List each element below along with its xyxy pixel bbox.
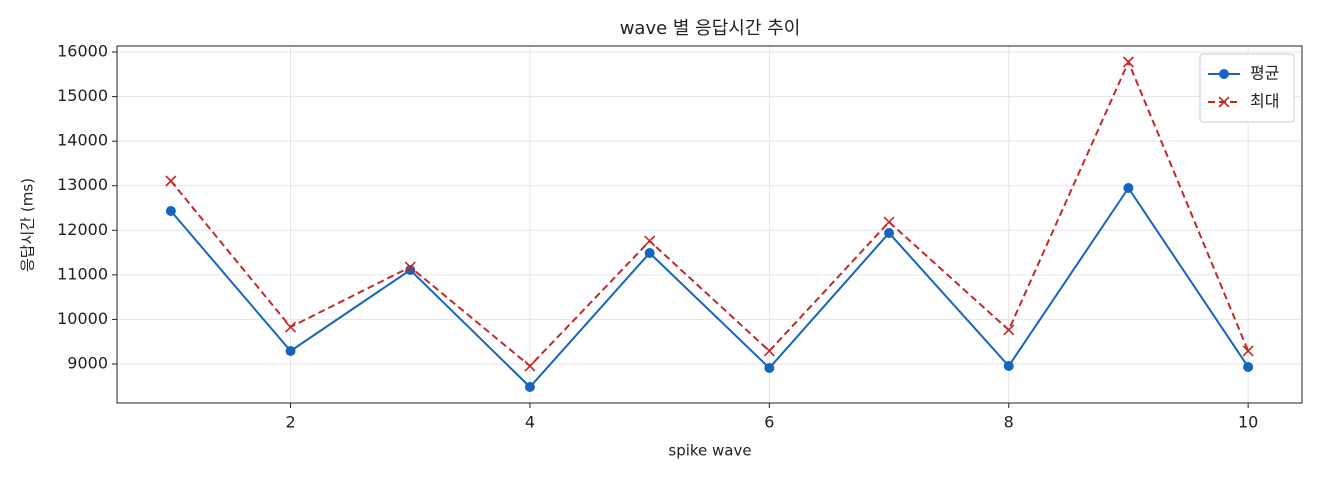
marker [1003,361,1014,372]
marker [1218,96,1230,108]
y-tick-label: 13000 [57,175,108,194]
marker [284,321,297,333]
marker [764,363,775,374]
marker-stroke [1003,324,1015,336]
marker [644,235,656,247]
marker [883,216,895,228]
marker [884,228,895,239]
marker-stroke [763,345,775,357]
marker-stroke [404,261,416,273]
series-line [170,59,1250,368]
chart-title: wave 별 응답시간 추이 [620,18,801,39]
marker [1123,182,1134,193]
legend-box [1199,53,1295,123]
y-tick-label: 14000 [57,131,108,150]
marker-stroke [644,235,656,247]
marker-stroke [524,360,536,372]
y-axis-label: 응답시간 (ms) [19,178,37,272]
x-tick-label: 2 [285,413,295,432]
y-tick-label: 9000 [67,354,108,373]
marker [1219,69,1229,79]
marker [404,261,416,273]
marker-stroke [1122,56,1135,68]
marker-stroke [883,216,895,228]
y-tick-label: 16000 [57,42,108,61]
marker-stroke [1218,96,1230,108]
marker [524,381,535,392]
marker [1242,345,1254,357]
marker [1243,361,1254,372]
y-tick-label: 15000 [57,86,108,105]
marker [644,248,655,259]
marker [1122,56,1135,68]
marker [285,345,296,356]
x-tick-label: 4 [525,413,535,432]
marker [763,345,775,357]
marker-stroke [284,321,297,333]
y-tick-label: 11000 [57,264,108,283]
marker [1003,324,1015,336]
y-tick-label: 10000 [57,309,108,328]
x-tick-label: 8 [1004,413,1014,432]
marker-stroke [165,175,177,187]
x-axis-label: spike wave [668,442,751,460]
x-tick-label: 6 [764,413,774,432]
legend-label: 최대 [1250,92,1279,111]
series-line [170,186,1249,389]
x-tick-label: 10 [1238,413,1258,432]
marker [165,175,177,187]
legend-label: 평균 [1250,64,1279,83]
marker-stroke [1242,345,1254,357]
marker [524,360,536,372]
marker [165,205,176,216]
plot-frame [116,45,1303,404]
y-tick-label: 12000 [57,220,108,239]
